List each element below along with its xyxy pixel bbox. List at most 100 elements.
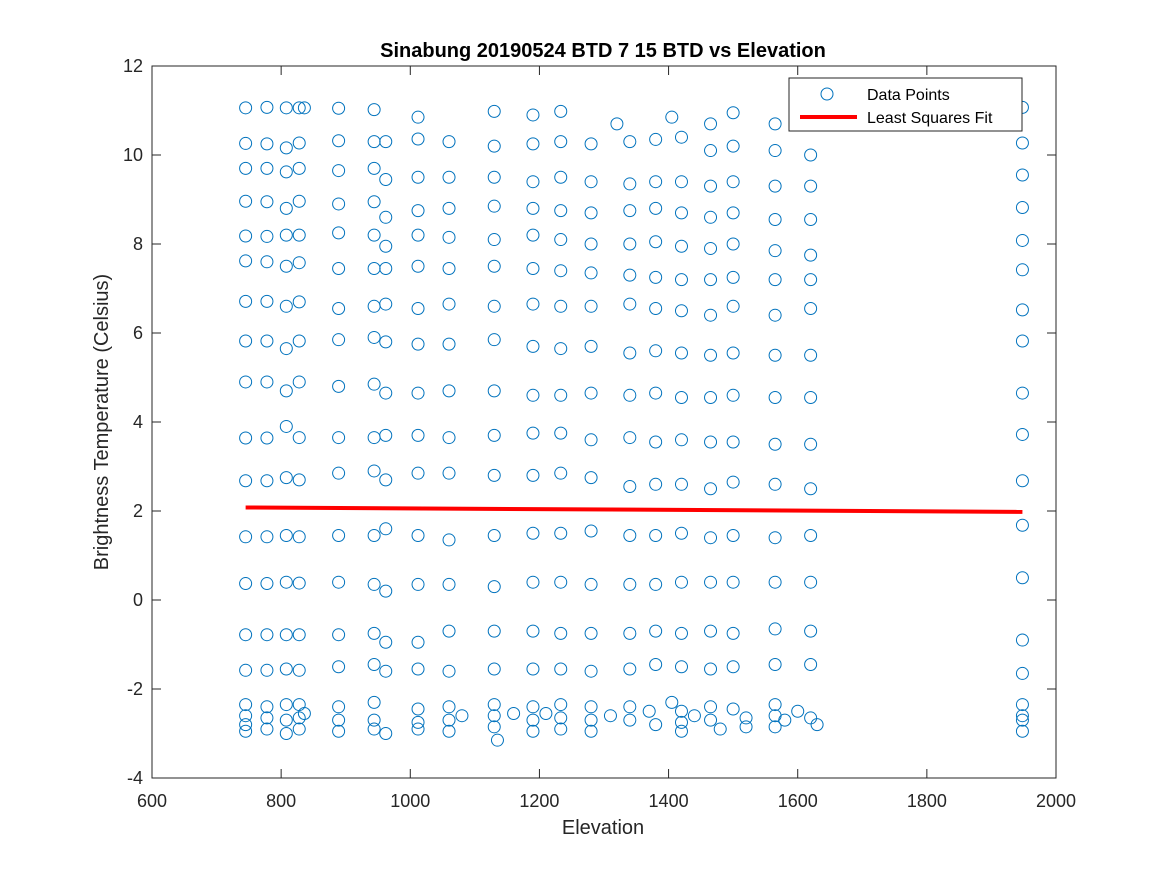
data-point bbox=[411, 302, 425, 316]
data-point bbox=[554, 204, 568, 218]
data-point bbox=[726, 475, 740, 489]
data-point bbox=[487, 333, 501, 347]
data-point bbox=[768, 437, 782, 451]
data-point bbox=[260, 722, 274, 736]
data-point bbox=[279, 471, 293, 485]
data-point bbox=[674, 206, 688, 220]
legend-marker-data-points bbox=[820, 87, 834, 101]
data-point bbox=[411, 577, 425, 591]
data-point bbox=[704, 348, 718, 362]
data-point bbox=[768, 575, 782, 589]
y-tick-label: -2 bbox=[127, 679, 143, 699]
data-point bbox=[367, 135, 381, 149]
data-point bbox=[367, 299, 381, 313]
data-point bbox=[292, 663, 306, 677]
data-point bbox=[623, 528, 637, 542]
data-point bbox=[526, 662, 540, 676]
data-point bbox=[554, 342, 568, 356]
data-point bbox=[442, 170, 456, 184]
data-point bbox=[442, 297, 456, 311]
data-point bbox=[442, 261, 456, 275]
data-point bbox=[554, 233, 568, 247]
data-point bbox=[1015, 666, 1029, 680]
data-point bbox=[292, 194, 306, 208]
data-point bbox=[487, 384, 501, 398]
data-point bbox=[487, 698, 501, 712]
data-point bbox=[239, 161, 253, 175]
data-point bbox=[367, 577, 381, 591]
data-point bbox=[260, 195, 274, 209]
data-point bbox=[279, 201, 293, 215]
data-point bbox=[1015, 233, 1029, 247]
data-point bbox=[726, 346, 740, 360]
data-point bbox=[584, 626, 598, 640]
data-point bbox=[260, 137, 274, 151]
data-point bbox=[554, 264, 568, 278]
data-point bbox=[674, 715, 688, 729]
data-point bbox=[768, 658, 782, 672]
data-point bbox=[726, 175, 740, 189]
data-point bbox=[526, 228, 540, 242]
chart-title: Sinabung 20190524 BTD 7 15 BTD vs Elevat… bbox=[380, 40, 826, 62]
data-point bbox=[279, 384, 293, 398]
data-point bbox=[768, 391, 782, 405]
data-point bbox=[768, 273, 782, 287]
data-point bbox=[526, 468, 540, 482]
axes-layer: 600 800 1000 1200 1400 1600 1800 2000 -4 -2 0 2 4 6 8 1… bbox=[123, 56, 1076, 811]
data-point bbox=[674, 273, 688, 287]
data-point bbox=[411, 170, 425, 184]
data-point bbox=[279, 101, 293, 115]
data-point bbox=[260, 161, 274, 175]
data-point bbox=[239, 254, 253, 268]
data-point bbox=[292, 161, 306, 175]
data-point bbox=[584, 713, 598, 727]
data-point bbox=[674, 526, 688, 540]
data-point bbox=[487, 199, 501, 213]
data-point bbox=[379, 584, 393, 598]
data-point bbox=[726, 528, 740, 542]
legend-box bbox=[788, 77, 1023, 132]
data-point bbox=[704, 308, 718, 322]
data-point bbox=[674, 391, 688, 405]
data-point bbox=[526, 297, 540, 311]
legend: Data Points Least Squares Fit bbox=[788, 77, 1023, 132]
data-point bbox=[584, 206, 598, 220]
data-point bbox=[768, 144, 782, 158]
data-point bbox=[704, 624, 718, 638]
data-point bbox=[367, 228, 381, 242]
data-point bbox=[367, 464, 381, 478]
data-point bbox=[442, 577, 456, 591]
data-point bbox=[279, 299, 293, 313]
data-point bbox=[726, 702, 740, 716]
data-point bbox=[704, 144, 718, 158]
data-point bbox=[584, 237, 598, 251]
data-point bbox=[623, 700, 637, 714]
data-point bbox=[526, 624, 540, 638]
data-point bbox=[411, 715, 425, 729]
data-point bbox=[804, 302, 818, 316]
data-point bbox=[649, 718, 663, 732]
data-point bbox=[279, 228, 293, 242]
data-point bbox=[239, 229, 253, 243]
data-point bbox=[804, 624, 818, 638]
data-point bbox=[379, 473, 393, 487]
data-point bbox=[649, 477, 663, 491]
data-point bbox=[768, 308, 782, 322]
data-point bbox=[649, 435, 663, 449]
data-point bbox=[487, 299, 501, 313]
data-point bbox=[292, 136, 306, 150]
data-point bbox=[778, 713, 792, 727]
data-point bbox=[623, 713, 637, 727]
y-tick-label: 6 bbox=[133, 323, 143, 343]
data-point bbox=[411, 722, 425, 736]
data-point bbox=[768, 213, 782, 227]
data-point bbox=[526, 724, 540, 738]
data-point bbox=[411, 204, 425, 218]
data-point bbox=[332, 713, 346, 727]
data-point bbox=[584, 175, 598, 189]
data-point bbox=[367, 377, 381, 391]
data-point bbox=[279, 342, 293, 356]
data-point bbox=[649, 624, 663, 638]
data-point bbox=[487, 259, 501, 273]
data-point bbox=[1015, 709, 1029, 723]
